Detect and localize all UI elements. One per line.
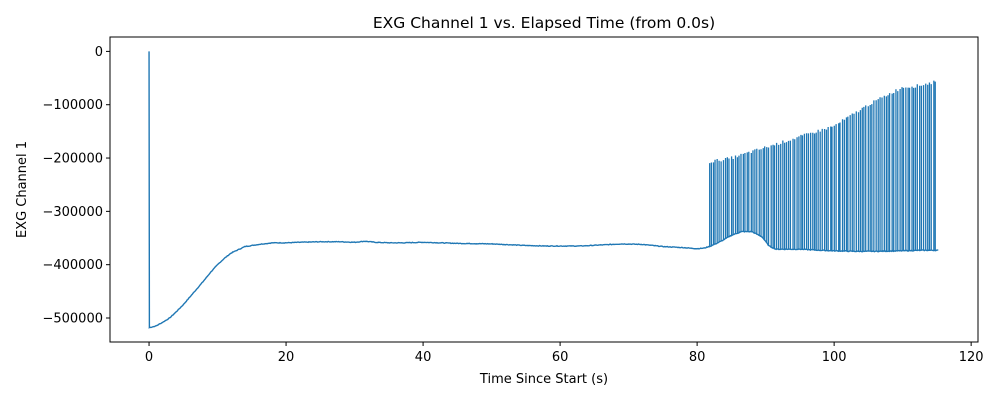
x-tick-label: 60 bbox=[552, 350, 569, 365]
plot-area bbox=[148, 51, 939, 329]
chart-title: EXG Channel 1 vs. Elapsed Time (from 0.0… bbox=[373, 14, 715, 32]
series-spikes bbox=[709, 80, 936, 252]
x-tick-label: 80 bbox=[689, 350, 706, 365]
axes-frame bbox=[109, 36, 979, 343]
x-tick-label: 0 bbox=[145, 350, 153, 365]
y-tick-label: −100000 bbox=[42, 98, 103, 113]
y-tick-label: −500000 bbox=[42, 312, 103, 327]
x-tick-label: 40 bbox=[415, 350, 432, 365]
x-axis-label: Time Since Start (s) bbox=[479, 372, 608, 387]
y-tick-label: −400000 bbox=[42, 258, 103, 273]
x-tick-label: 20 bbox=[278, 350, 295, 365]
x-tick-label: 120 bbox=[959, 350, 984, 365]
x-axis: 0 20 40 60 80 100 120 bbox=[145, 342, 984, 365]
x-tick-label: 100 bbox=[822, 350, 847, 365]
y-axis-label: EXG Channel 1 bbox=[15, 141, 30, 238]
y-tick-label: −200000 bbox=[42, 152, 103, 167]
y-tick-label: 0 bbox=[95, 45, 103, 60]
y-axis: 0 −100000 −200000 −300000 −400000 −500000 bbox=[42, 45, 110, 327]
y-tick-label: −300000 bbox=[42, 205, 103, 220]
